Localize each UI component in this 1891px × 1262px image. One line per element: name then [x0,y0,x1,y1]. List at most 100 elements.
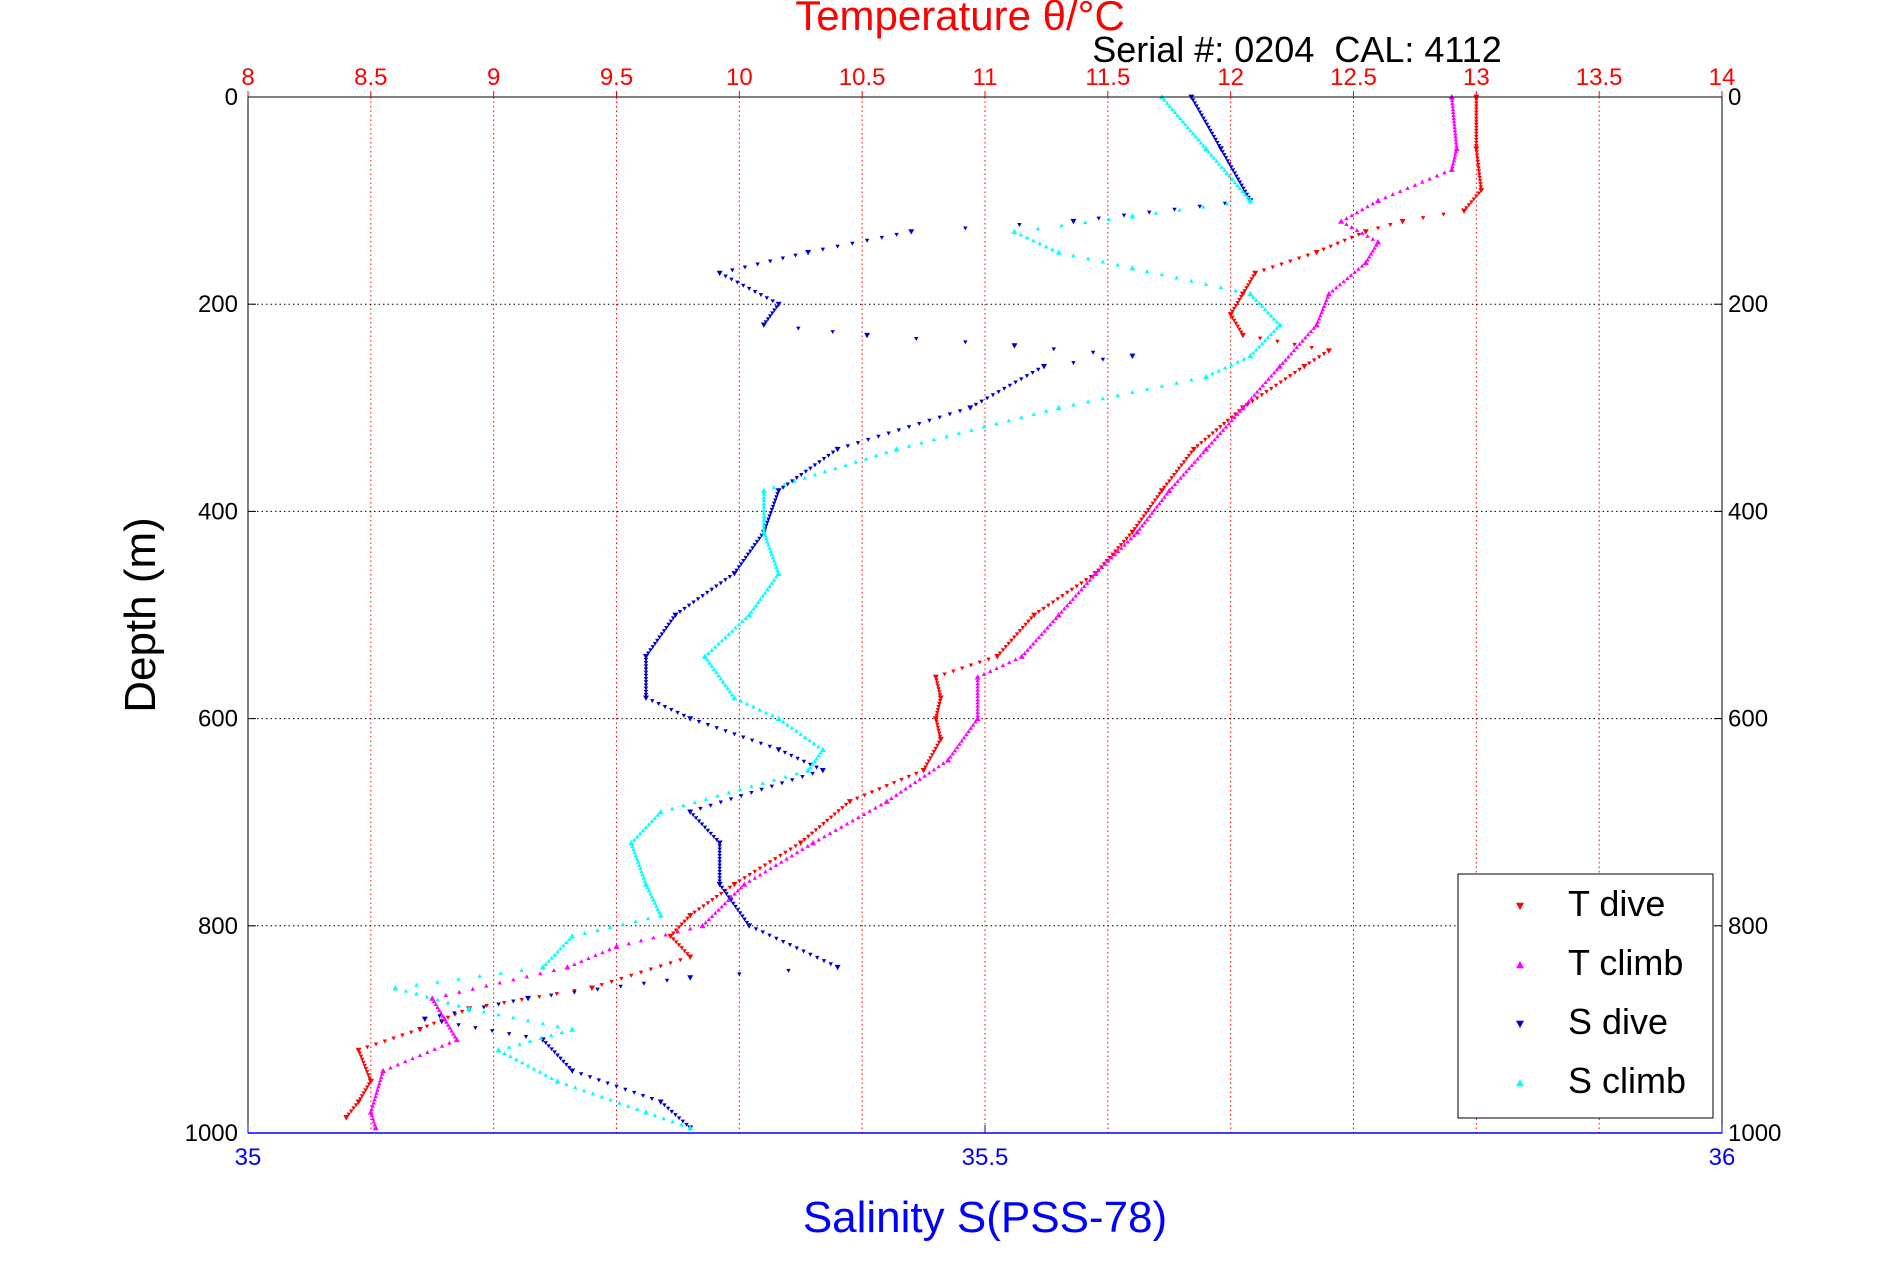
series-marker [1118,543,1124,548]
series-marker [763,710,769,715]
series-marker [1041,606,1046,611]
series-marker [555,949,560,954]
series-marker [936,705,941,709]
series-marker [1162,485,1167,490]
series-marker [1309,345,1314,350]
series-marker [379,1071,385,1076]
series-marker [784,856,789,861]
series-marker [1195,444,1200,449]
data-point [367,1078,374,1085]
series-marker [1167,479,1172,484]
series-marker [1199,441,1204,446]
series-marker [1216,161,1222,166]
series-marker [1167,103,1172,108]
series-marker [1172,207,1177,212]
series-marker [665,1106,671,1111]
series-marker [1222,167,1227,172]
series-marker [1474,128,1479,133]
series-marker [761,494,767,499]
series-marker [1477,175,1482,180]
series-marker [893,792,899,797]
series-marker [1059,223,1064,228]
series-marker [1214,158,1219,163]
series-marker [790,479,795,484]
series-marker [765,317,771,322]
series-marker [1106,558,1111,563]
tick-label-salinity: 35 [235,1144,262,1171]
series-marker [1028,644,1033,649]
series-marker [1062,606,1067,611]
series-marker [374,1090,379,1095]
series-marker [863,456,869,461]
series-marker [1201,450,1206,455]
series-marker [679,1122,684,1127]
x-axis-label-bottom: Salinity S(PSS-78) [803,1193,1167,1242]
data-point [699,922,706,929]
series-marker [738,885,744,890]
series-marker [1321,304,1327,309]
series-marker [388,1065,393,1070]
series-marker [1359,263,1365,268]
data-point [343,1115,350,1121]
series-marker [757,536,762,541]
series-marker [793,844,798,849]
series-marker [1370,248,1376,253]
series-marker [737,972,742,977]
series-marker [691,600,696,605]
series-marker [681,713,687,718]
series-marker [1474,140,1479,145]
series-marker [1390,192,1396,197]
data-point [864,332,871,339]
series-marker [740,619,745,624]
series-marker [452,1034,458,1039]
data-point [1247,290,1254,297]
series-marker [609,979,614,984]
series-marker [742,876,747,881]
data-point [1362,259,1369,266]
series-marker [713,910,718,915]
series-marker [1202,437,1208,442]
series-marker [1171,472,1177,477]
series-marker [1143,511,1149,516]
series-marker [1177,207,1182,212]
data-point [642,654,649,660]
series-marker [899,777,904,782]
series-marker [1128,536,1134,541]
series-marker [445,1000,451,1005]
data-point [716,270,723,277]
series-marker [1232,180,1237,185]
data-point [760,322,767,328]
series-marker [1186,466,1192,471]
series-marker [626,941,631,946]
data-point [846,799,853,805]
series-marker [728,898,734,903]
series-marker [764,296,770,301]
series-marker [1283,357,1288,362]
data-point [1313,321,1320,328]
series-marker [803,469,809,474]
data-point [525,995,532,1002]
series-marker [1452,122,1457,127]
series-marker [794,476,799,481]
series-marker [490,1029,495,1034]
series-marker [812,759,817,764]
series-marker [1249,277,1254,282]
series-marker [437,1014,442,1019]
data-point [657,808,664,815]
series-marker [634,834,640,839]
series-marker [1349,225,1354,229]
data-point [834,446,841,453]
series-marker [537,1069,543,1074]
series-marker [931,749,937,754]
series-marker [363,1088,368,1093]
series-marker [780,719,786,724]
series-marker [501,1001,507,1005]
series-marker [1257,336,1263,341]
series-marker [1039,631,1044,636]
data-point [495,1047,502,1053]
series-marker [1220,427,1226,432]
series-marker [578,1072,584,1077]
series-marker [737,911,743,916]
series-marker [1464,206,1469,211]
series-marker [716,673,721,678]
